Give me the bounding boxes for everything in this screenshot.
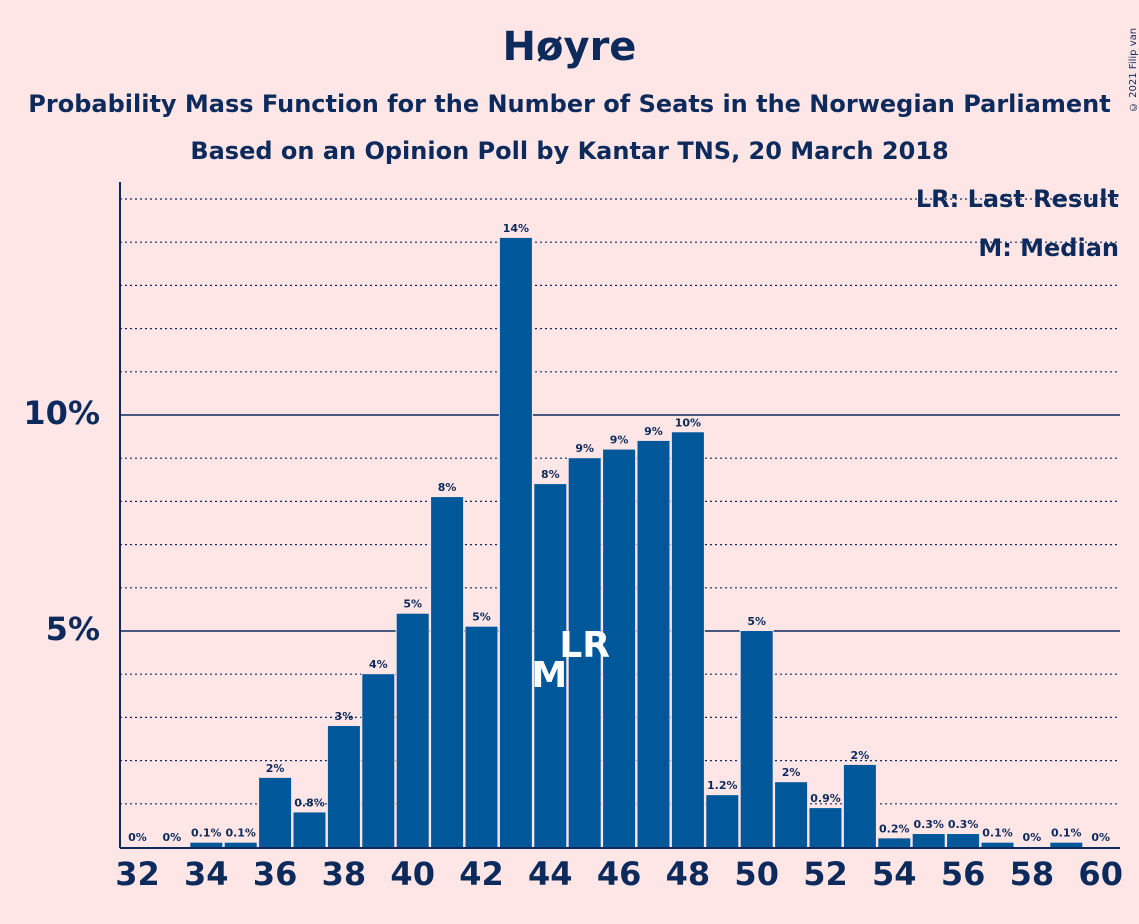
x-tick-44: 44 [528,855,573,893]
chart-subtitle-2: Based on an Opinion Poll by Kantar TNS, … [190,137,949,165]
bar-seats-53 [843,764,876,847]
x-tick-52: 52 [803,855,848,893]
bar-seats-40 [396,613,429,847]
bar-label-59: 0.1% [1051,827,1082,840]
bar-seats-34 [190,842,223,847]
marker-m: M [531,655,567,696]
bar-seats-54 [878,838,911,847]
bar-seats-43 [499,237,532,847]
bar-value-labels: 0% 0% 0.1% 0.1%2%0.8%3%4%5%8%5%14%8%9%9%9%1… [128,222,1110,844]
x-tick-54: 54 [872,855,917,893]
bar-seats-35 [224,842,257,847]
bar-seats-57 [981,842,1014,847]
x-tick-50: 50 [734,855,779,893]
x-tick-40: 40 [390,855,435,893]
x-tick-labels: 32 34 36 38 40 42 44 46 48 50 52 54 56 58 60 [115,855,1123,893]
y-tick-5: 5% [46,610,100,648]
x-tick-42: 42 [459,855,504,893]
bar-label-34: 0.1% [191,827,222,840]
bar-seats-59 [1050,842,1083,847]
bar-label-54: 0.2% [879,822,910,835]
bar-label-48: 10% [675,416,701,429]
bar-seats-48 [671,432,704,847]
bar-seats-55 [912,834,945,847]
bar-seats-45 [568,458,601,847]
bar-label-53: 2% [851,749,870,762]
bar-seats-38 [327,726,360,847]
bar-seats-50 [740,631,773,847]
bar-label-52: 0.9% [810,792,841,805]
x-tick-34: 34 [184,855,229,893]
x-tick-38: 38 [322,855,367,893]
bar-label-38: 3% [335,710,354,723]
bar-label-39: 4% [369,658,388,671]
marker-lr: LR [559,625,610,666]
x-tick-48: 48 [666,855,711,893]
bar-label-35: 0.1% [225,827,256,840]
bar-label-50: 5% [747,615,766,628]
bar-label-60: 0% [1091,831,1110,844]
bar-seats-41 [431,497,464,847]
bar-seats-49 [706,795,739,847]
bar-label-42: 5% [472,611,491,624]
bar-seats-39 [362,674,395,847]
bar-label-58: 0% [1023,831,1042,844]
x-tick-46: 46 [597,855,642,893]
bar-label-56: 0.3% [948,818,979,831]
chart-title: Høyre [502,24,637,70]
bar-seats-37 [293,812,326,847]
x-tick-60: 60 [1078,855,1123,893]
bar-markers: MLR [531,625,610,696]
bar-label-51: 2% [782,766,801,779]
chart-subtitle-1: Probability Mass Function for the Number… [28,90,1111,118]
bar-label-36: 2% [266,762,285,775]
legend-median: M: Median [978,234,1119,262]
bar-seats-47 [637,440,670,847]
x-tick-56: 56 [941,855,986,893]
bar-seats-52 [809,808,842,847]
bars [189,236,1084,847]
bar-label-47: 9% [644,425,663,438]
bar-label-33: 0% [163,831,182,844]
y-tick-labels: 5% 10% [23,394,100,648]
bar-label-45: 9% [575,442,594,455]
bar-label-37: 0.8% [294,796,325,809]
bar-seats-44 [534,484,567,847]
bar-label-43: 14% [503,222,529,235]
y-tick-10: 10% [23,394,100,432]
bar-seats-51 [775,782,808,847]
bar-seats-36 [259,777,292,847]
bar-label-32: 0% [128,831,147,844]
bar-label-57: 0.1% [982,827,1013,840]
x-tick-36: 36 [253,855,298,893]
bar-label-49: 1.2% [707,779,738,792]
x-tick-58: 58 [1010,855,1055,893]
bar-label-41: 8% [438,481,457,494]
x-tick-32: 32 [115,855,160,893]
axes [119,182,1120,849]
bar-label-44: 8% [541,468,560,481]
bar-label-55: 0.3% [913,818,944,831]
bar-label-40: 5% [403,598,422,611]
bar-seats-56 [947,834,980,847]
bar-seats-46 [603,449,636,847]
bar-label-46: 9% [610,434,629,447]
bar-seats-42 [465,626,498,847]
